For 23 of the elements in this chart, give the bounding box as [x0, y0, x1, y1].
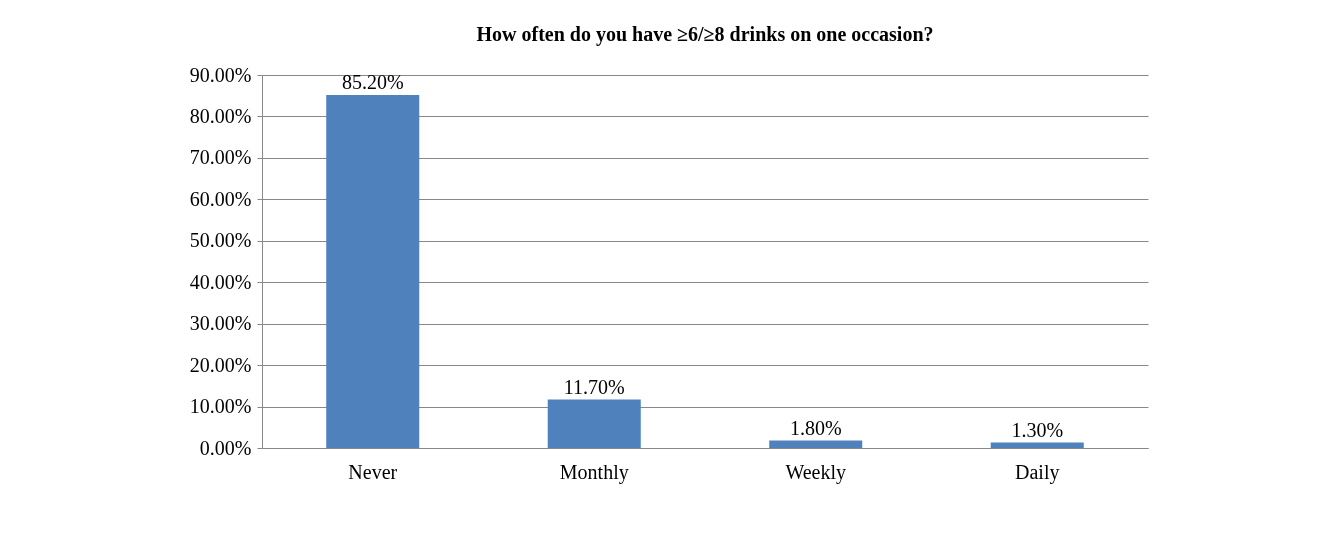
y-tick-label: 0.00%: [199, 436, 252, 459]
bar: [990, 442, 1084, 448]
y-tick-label: 30.00%: [189, 312, 252, 335]
y-tick-label: 20.00%: [189, 353, 252, 376]
x-tick-label: Daily: [1015, 460, 1060, 484]
data-label: 1.80%: [789, 416, 842, 439]
bar: [769, 440, 863, 448]
data-label: 11.70%: [563, 375, 625, 398]
data-label: 1.30%: [1011, 418, 1064, 441]
y-tick-label: 10.00%: [189, 395, 252, 418]
y-tick-label: 90.00%: [189, 63, 252, 86]
y-tick-label: 50.00%: [189, 229, 252, 252]
x-tick-label: Never: [348, 460, 398, 483]
x-tick-label: Monthly: [559, 460, 629, 484]
bar: [547, 399, 641, 448]
bar: [326, 94, 420, 448]
chart-title: How often do you have ≥6/≥8 drinks on one occasion?: [476, 23, 934, 46]
y-tick-label: 70.00%: [189, 146, 252, 169]
y-tick-label: 40.00%: [189, 270, 252, 293]
x-tick-label: Weekly: [785, 460, 847, 484]
y-tick-label: 60.00%: [189, 187, 252, 210]
y-tick-label: 80.00%: [189, 104, 252, 127]
data-label: 85.20%: [341, 70, 404, 93]
